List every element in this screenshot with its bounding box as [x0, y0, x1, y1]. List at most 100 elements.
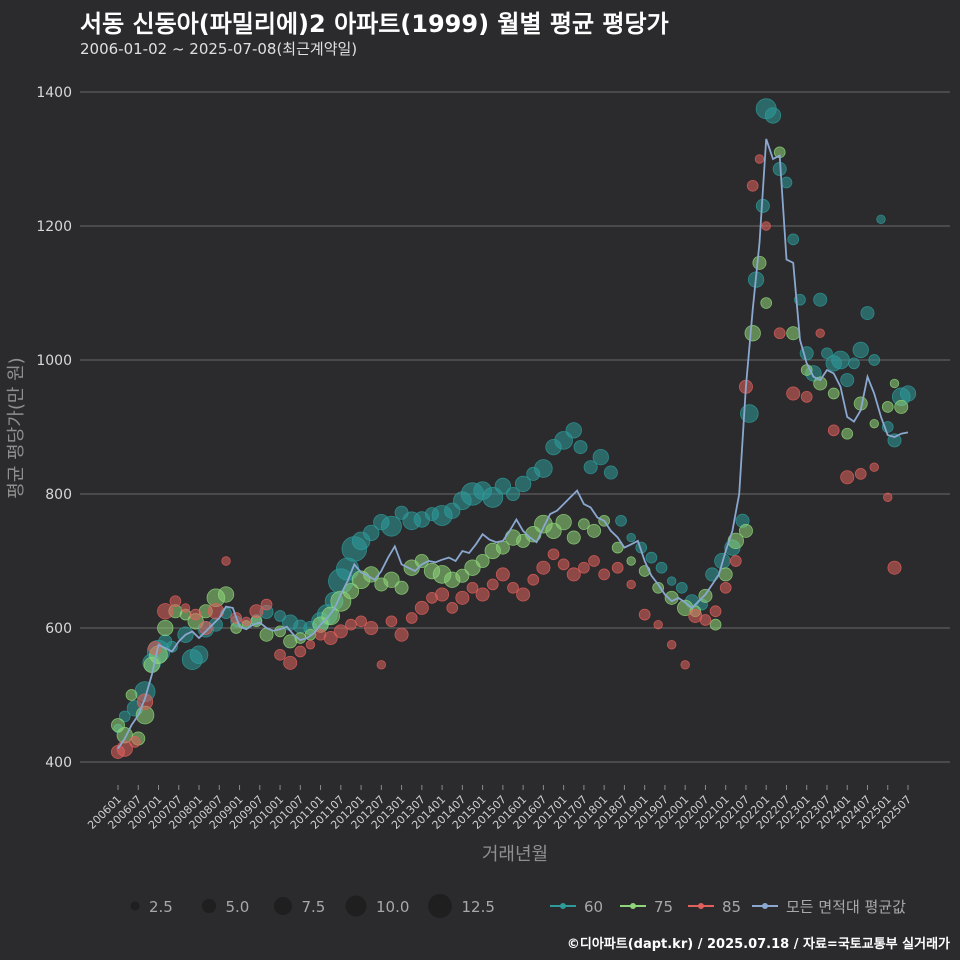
point-series-60 — [592, 448, 609, 466]
point-series-60 — [813, 292, 828, 307]
point-series-85 — [129, 736, 141, 748]
y-axis-label: 평균 평당가(만 원) — [6, 357, 27, 498]
point-series-85 — [446, 602, 459, 614]
legend-series-dot — [698, 903, 704, 909]
point-series-85 — [294, 645, 307, 658]
point-series-85 — [746, 179, 759, 192]
point-series-75 — [727, 532, 744, 550]
average-line-layer — [117, 138, 909, 750]
y-tick-label: 800 — [45, 487, 72, 503]
point-series-75 — [587, 523, 602, 538]
legend-size: 2.5 5.0 7.5 10.0 12.5 — [130, 894, 495, 918]
y-tick-label: 1400 — [36, 85, 72, 101]
y-tick-label: 600 — [45, 621, 72, 637]
point-series-85 — [189, 608, 202, 621]
legend-size-label: 2.5 — [149, 898, 173, 916]
legend-size-marker — [274, 897, 292, 915]
point-series-85 — [221, 556, 231, 566]
legend-size-label: 5.0 — [226, 898, 250, 916]
point-series-85 — [626, 579, 636, 590]
point-series-85 — [516, 587, 531, 602]
point-series-85 — [274, 648, 286, 661]
caption: ©디아파트(dapt.kr) / 2025.07.18 / 자료=국토교통부 실… — [566, 937, 950, 952]
point-series-85 — [680, 660, 690, 670]
point-series-85 — [507, 581, 519, 594]
point-series-85 — [207, 603, 225, 620]
point-series-85 — [729, 555, 742, 567]
point-series-85 — [198, 621, 213, 636]
point-series-85 — [345, 618, 357, 631]
point-series-85 — [355, 615, 367, 628]
point-series-75 — [566, 530, 581, 545]
point-series-75 — [475, 554, 490, 569]
point-series-75 — [455, 568, 470, 583]
point-series-85 — [260, 598, 273, 611]
point-series-60 — [655, 561, 668, 574]
point-series-85 — [773, 327, 786, 340]
point-series-85 — [854, 468, 867, 480]
point-series-85 — [800, 390, 813, 403]
point-series-60 — [626, 532, 636, 543]
point-series-85 — [283, 655, 298, 670]
point-series-85 — [699, 614, 712, 626]
point-series-85 — [333, 624, 348, 639]
point-series-60 — [603, 465, 618, 480]
point-series-60 — [860, 306, 875, 321]
point-series-60 — [840, 373, 855, 388]
point-series-60 — [645, 551, 658, 564]
point-series-85 — [414, 600, 429, 615]
point-series-85 — [466, 581, 479, 594]
point-series-85 — [827, 424, 840, 437]
legend-series-label: 85 — [722, 898, 741, 916]
point-series-85 — [169, 595, 182, 608]
point-series-60 — [764, 107, 782, 124]
point-series-60 — [482, 486, 504, 508]
point-series-75 — [738, 523, 753, 538]
point-series-75 — [744, 325, 761, 342]
point-series-85 — [136, 693, 154, 710]
point-series-85 — [761, 221, 771, 231]
point-series-60 — [189, 645, 209, 665]
point-series-75 — [578, 518, 590, 531]
scatter-points — [111, 98, 917, 759]
point-series-85 — [394, 627, 409, 642]
point-series-85 — [475, 587, 490, 602]
point-series-75 — [125, 689, 138, 701]
legend-size-marker — [345, 895, 367, 917]
legend-size-marker — [130, 901, 140, 911]
point-series-85 — [578, 561, 590, 574]
legend-series-dot — [560, 903, 566, 909]
point-series-75 — [841, 427, 854, 440]
point-series-60 — [852, 341, 869, 359]
point-series-85 — [611, 561, 624, 574]
point-series-85 — [887, 560, 902, 575]
point-series-60 — [505, 486, 520, 501]
point-series-75 — [881, 401, 894, 413]
point-series-85 — [241, 616, 251, 627]
point-series-75 — [626, 556, 636, 566]
page-title: 서동 신동아(파밀리에)2 아파트(1999) 월별 평균 평당가 — [80, 10, 669, 38]
point-series-85 — [527, 573, 540, 586]
point-series-60 — [675, 581, 688, 594]
point-series-85 — [638, 608, 651, 621]
point-series-75 — [157, 619, 174, 637]
point-series-75 — [786, 326, 801, 341]
point-series-85 — [547, 548, 560, 561]
point-series-75 — [217, 586, 235, 603]
point-series-75 — [321, 606, 340, 626]
point-series-75 — [760, 297, 773, 309]
point-series-75 — [894, 399, 909, 414]
point-series-85 — [376, 660, 387, 670]
point-series-60 — [573, 440, 588, 455]
point-series-60 — [565, 422, 582, 439]
x-axis-ticks: 2006012006072007012007072008012008072009… — [85, 785, 914, 832]
legend-series-dot — [762, 903, 768, 909]
point-series-60 — [494, 477, 512, 495]
legend-size-marker — [202, 899, 216, 913]
point-series-85 — [536, 560, 551, 575]
legend-series-label: 모든 면적대 평균값 — [786, 898, 906, 916]
point-series-85 — [588, 555, 600, 567]
point-series-85 — [566, 567, 581, 582]
point-series-60 — [831, 350, 850, 370]
